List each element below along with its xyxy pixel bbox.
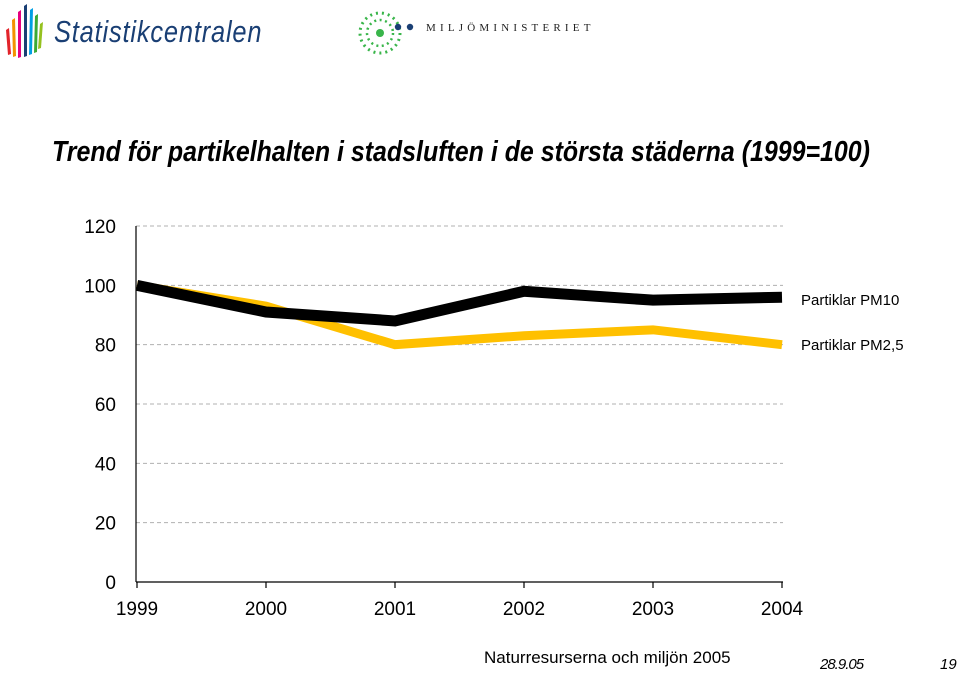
miljoministeriet-wordmark: MILJÖMINISTERIET [426, 22, 595, 34]
x-tick-label-2004: 2004 [761, 599, 804, 620]
miljoministeriet-circle-icon [358, 11, 414, 55]
statistikcentralen-wordmark: Statistikcentralen [54, 14, 263, 49]
legend-label-pm25: Partiklar PM2,5 [801, 337, 904, 354]
footer-page-number: 19 [940, 656, 957, 673]
y-tick-label-100: 100 [84, 276, 116, 297]
legend-label-pm10: Partiklar PM10 [801, 292, 899, 309]
series-line-pm10 [135, 279, 783, 327]
chart-title: Trend för partikelhalten i stadsluften i… [52, 136, 870, 168]
y-tick-label-80: 80 [95, 336, 116, 357]
footer-source: Naturresurserna och miljön 2005 [484, 648, 731, 667]
x-tick-label-2003: 2003 [632, 599, 674, 620]
statistikcentralen-logo: Statistikcentralen [4, 2, 279, 62]
statistikcentralen-bars-icon [6, 4, 43, 58]
miljoministeriet-logo: MILJÖMINISTERIET [356, 4, 590, 60]
y-tick-label-20: 20 [95, 514, 116, 535]
series-layer [135, 279, 783, 350]
x-tick-label-2000: 2000 [245, 599, 287, 620]
x-tick-label-1999: 1999 [116, 599, 158, 620]
x-tick-label-2001: 2001 [374, 599, 416, 620]
axis-layer [135, 226, 783, 588]
label-layer: 0 20 40 60 80 100 120 1999 2000 2001 2002 2003 2004 P… [84, 217, 903, 620]
y-tick-label-60: 60 [95, 395, 116, 416]
grid-layer [136, 225, 783, 524]
y-tick-label-120: 120 [84, 217, 116, 238]
y-tick-label-40: 40 [95, 454, 116, 475]
y-tick-label-0: 0 [105, 573, 116, 594]
x-tick-label-2002: 2002 [503, 599, 545, 620]
footer-date: 28.9.05 [820, 656, 864, 673]
